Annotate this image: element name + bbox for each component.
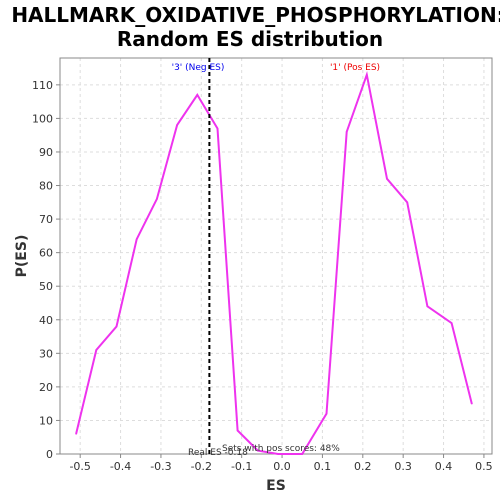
y-tick-label: 10 [39,414,53,427]
x-tick-label: 0.2 [354,460,372,473]
data-point [75,433,77,435]
data-point [216,127,219,130]
data-point [345,131,348,133]
y-tick-label: 20 [39,381,53,394]
x-tick-label: 0.1 [314,460,332,473]
data-point [156,198,158,200]
grid [60,58,492,455]
data-point [366,73,368,76]
y-tick-label: 80 [39,180,53,193]
y-axis-label: P(ES) [14,235,30,278]
x-tick-label: 0.5 [475,460,493,473]
x-tick-label: 0.4 [435,460,453,473]
x-tick-label: -0.3 [150,460,171,473]
data-point [196,94,199,96]
data-point [115,325,118,328]
data-point [450,322,453,324]
pos-scores-label: Sets with pos scores: 48% [222,444,340,454]
y-tick-label: 70 [39,213,53,226]
data-point [406,201,409,204]
y-tick-label: 100 [32,112,53,125]
y-tick-label: 30 [39,347,53,360]
y-tick-label: 60 [39,247,53,260]
y-tick-label: 90 [39,146,53,159]
data-point [325,412,328,415]
axis-ticks: 0 10 20 30 40 50 60 70 80 90 100 110 -0.5 -0.4 -0.3 -0.… [32,79,493,473]
x-tick-label: 0.0 [273,460,291,473]
data-point [426,305,429,308]
x-tick-label: -0.1 [231,460,252,473]
data-point [386,178,388,180]
y-tick-label: 0 [46,448,53,461]
pos-es-label: '1' (Pos ES) [330,63,380,73]
x-tick-label: 0.3 [394,460,412,473]
data-point [236,429,239,432]
plot-area-frame [59,57,493,455]
x-tick-label: -0.2 [191,460,212,473]
data-point [135,238,138,241]
chart-title-line2: Random ES distribution [117,27,383,51]
real-es-label: Real ES -0.18 [188,448,248,458]
y-tick-label: 110 [32,79,53,92]
x-tick-label: -0.4 [110,460,131,473]
chart-title-line1: HALLMARK_OXIDATIVE_PHOSPHORYLATION: [11,3,500,27]
y-tick-label: 40 [39,314,53,327]
data-point [95,349,98,351]
data-point [176,124,178,126]
data-point [471,402,473,405]
data-point [301,453,304,455]
series [75,70,473,455]
data-point [277,453,279,455]
x-tick-label: -0.5 [69,460,90,473]
data-point [257,449,259,452]
series-line [75,70,473,455]
y-tick-label: 50 [39,280,53,293]
neg-es-label: '3' (Neg ES) [172,63,225,73]
x-axis-label: ES [266,478,286,494]
